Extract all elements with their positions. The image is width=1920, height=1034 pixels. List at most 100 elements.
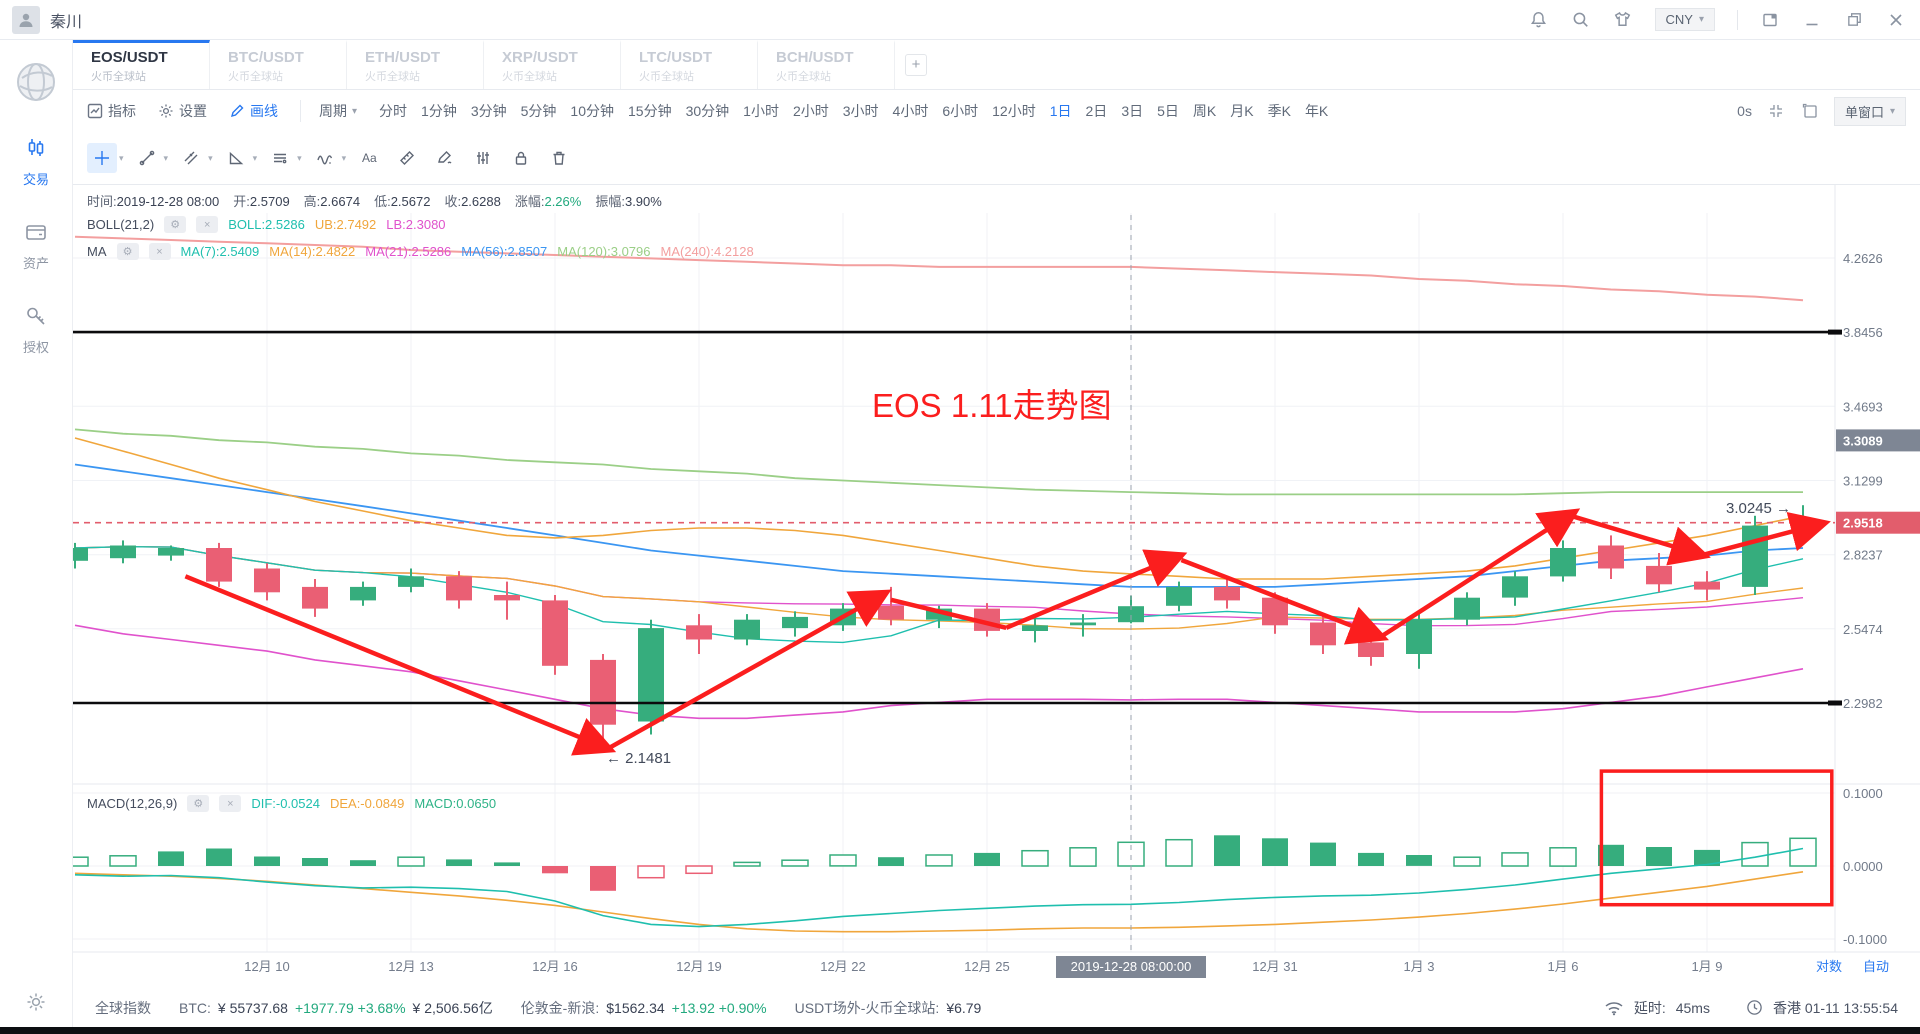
add-tab-button[interactable]: + — [905, 53, 927, 76]
timeframe-季K[interactable]: 季K — [1267, 103, 1291, 119]
log-scale-link[interactable]: 对数 — [1816, 959, 1842, 974]
draw-tool-trend-line[interactable]: ▾ — [132, 143, 168, 173]
macd-hist-bar — [350, 860, 376, 866]
draw-tool-parallel-lines[interactable]: ▾ — [265, 143, 302, 173]
candle-up — [158, 548, 184, 556]
ma-value: MA(7):2.5409 — [180, 244, 260, 259]
currency-select[interactable]: CNY ▾ — [1654, 8, 1715, 31]
drawing-toolbar: ▾ ▾ ▾ ▾ ▾ ▾ Aa — [73, 132, 1920, 185]
timeframe-4小时[interactable]: 4小时 — [892, 103, 929, 119]
draw-tool-brush[interactable] — [430, 143, 460, 173]
indicator-button[interactable]: 指标 — [87, 101, 136, 121]
timeframe-5分钟[interactable]: 5分钟 — [520, 103, 557, 119]
timeframe-3分钟[interactable]: 3分钟 — [470, 103, 507, 119]
indicator-remove-icon[interactable]: × — [196, 216, 219, 233]
timeframe-分时[interactable]: 分时 — [379, 103, 408, 119]
y-axis-label: 3.8456 — [1843, 325, 1883, 340]
notifications-bell-icon[interactable] — [1529, 10, 1549, 30]
tab-XRP/USDT[interactable]: XRP/USDT 火币全球站 — [484, 40, 621, 89]
candle-up — [1742, 525, 1768, 587]
boll-value: BOLL:2.5286 — [228, 217, 305, 232]
search-icon[interactable] — [1571, 10, 1591, 30]
draw-line-button[interactable]: 画线 — [229, 101, 278, 121]
sidebar-item-授权[interactable]: 授权 — [23, 304, 49, 356]
timeframe-年K[interactable]: 年K — [1304, 103, 1329, 119]
collapse-panes-icon[interactable] — [1766, 101, 1786, 121]
user-avatar[interactable] — [12, 5, 40, 34]
tab-BTC/USDT[interactable]: BTC/USDT 火币全球站 — [210, 40, 347, 89]
draw-tool-crosshair[interactable]: ▾ — [87, 143, 124, 173]
candle-up — [398, 576, 424, 587]
chevron-down-icon: ▾ — [341, 152, 347, 163]
macd-hist-bar — [1262, 838, 1288, 866]
refresh-interval[interactable]: 0s — [1737, 103, 1752, 119]
status-value: ¥ 55737.68 — [217, 999, 288, 1016]
timeframe-30分钟[interactable]: 30分钟 — [685, 103, 730, 119]
theme-skin-icon[interactable] — [1613, 10, 1633, 30]
timeframe-周K[interactable]: 周K — [1192, 103, 1217, 119]
timeframe-10分钟[interactable]: 10分钟 — [570, 103, 614, 119]
add-pane-icon[interactable] — [1800, 101, 1820, 121]
sidebar-item-交易[interactable]: 交易 — [23, 136, 49, 188]
timeframe-1分钟[interactable]: 1分钟 — [421, 103, 457, 119]
tab-ETH/USDT[interactable]: ETH/USDT 火币全球站 — [347, 40, 484, 89]
settings-gear-icon[interactable] — [0, 991, 72, 1013]
timeframe-3日[interactable]: 3日 — [1121, 103, 1144, 119]
indicator-remove-icon[interactable]: × — [148, 243, 171, 260]
draw-tool-bar-pattern[interactable] — [468, 143, 498, 173]
indicator-remove-icon[interactable]: × — [219, 795, 242, 812]
titlebar-divider — [1737, 9, 1738, 30]
timeframe-15分钟[interactable]: 15分钟 — [628, 103, 672, 119]
person-icon — [19, 13, 33, 27]
timeframe-1小时[interactable]: 1小时 — [743, 103, 779, 119]
settings-button[interactable]: 设置 — [158, 101, 207, 121]
indicator-settings-icon[interactable]: ⚙ — [187, 795, 210, 812]
timeframe-2日[interactable]: 2日 — [1085, 103, 1108, 119]
close-button[interactable] — [1886, 10, 1906, 30]
draw-tool-shape-triangle[interactable]: ▾ — [221, 143, 257, 173]
draw-tool-delete[interactable] — [544, 143, 574, 173]
auto-scale-link[interactable]: 自动 — [1863, 959, 1889, 974]
draw-tool-lock[interactable] — [506, 143, 536, 173]
draw-tool-ruler[interactable] — [392, 143, 422, 173]
price-chart[interactable]: 12月 10 12月 13 12月 16 12月 19 12月 22 12月 25 2019… — [73, 185, 1920, 988]
sidebar-item-资产[interactable]: 资产 — [23, 220, 49, 272]
timeframe-月K[interactable]: 月K — [1230, 103, 1254, 119]
trend-line-icon — [132, 143, 162, 173]
timeframe-5日[interactable]: 5日 — [1157, 103, 1179, 119]
indicator-settings-icon[interactable]: ⚙ — [116, 243, 139, 260]
timeframe-1日[interactable]: 1日 — [1049, 103, 1072, 119]
last-price-badge — [1836, 511, 1920, 534]
tab-LTC/USDT[interactable]: LTC/USDT 火币全球站 — [621, 40, 758, 89]
timeframe-3小时[interactable]: 3小时 — [842, 103, 879, 119]
tab-BCH/USDT[interactable]: BCH/USDT 火币全球站 — [758, 40, 895, 89]
candle-up — [1550, 548, 1576, 577]
macd-hist-bar — [158, 851, 184, 866]
window-mode-dropdown[interactable]: 单窗口 ▾ — [1833, 96, 1906, 126]
minimize-button[interactable] — [1802, 10, 1822, 30]
draw-tool-elliott-wave[interactable]: ▾ — [310, 143, 347, 173]
indicator-settings-icon[interactable]: ⚙ — [164, 216, 187, 233]
macd-hist-bar — [685, 865, 713, 875]
timeframe-2小时[interactable]: 2小时 — [792, 103, 829, 119]
status-segment: 伦敦金-新浪: $1562.34 +13.92 +0.90% — [521, 998, 767, 1018]
bar-pattern-icon — [468, 143, 498, 173]
macd-hist-bar — [925, 854, 953, 867]
ruler-icon — [392, 143, 422, 173]
draw-tool-text-tool[interactable]: Aa — [354, 143, 384, 173]
shape-triangle-icon — [221, 143, 251, 173]
boll-indicator-row: BOLL(21,2) ⚙ × BOLL:2.5286 UB:2.7492 LB:2.308… — [87, 216, 446, 233]
ma-indicator-row: MA ⚙ × MA(7):2.5409 MA(14):2.4822 MA(21):2.52… — [87, 243, 754, 260]
timeframe-6小时[interactable]: 6小时 — [942, 103, 979, 119]
restore-button[interactable] — [1844, 10, 1864, 30]
candle-up — [638, 628, 664, 722]
period-dropdown[interactable]: 周期 ▾ — [319, 103, 358, 119]
timeframe-12小时[interactable]: 12小时 — [992, 103, 1036, 119]
layout-panel-icon[interactable] — [1760, 10, 1780, 30]
tab-EOS/USDT[interactable]: EOS/USDT 火币全球站 — [73, 40, 210, 89]
draw-tool-angle-lines[interactable]: ▾ — [176, 143, 213, 173]
macd-hist-bar — [397, 856, 425, 867]
ma-value: MA(14):2.4822 — [269, 244, 356, 259]
x-axis-label: 12月 13 — [388, 959, 434, 974]
